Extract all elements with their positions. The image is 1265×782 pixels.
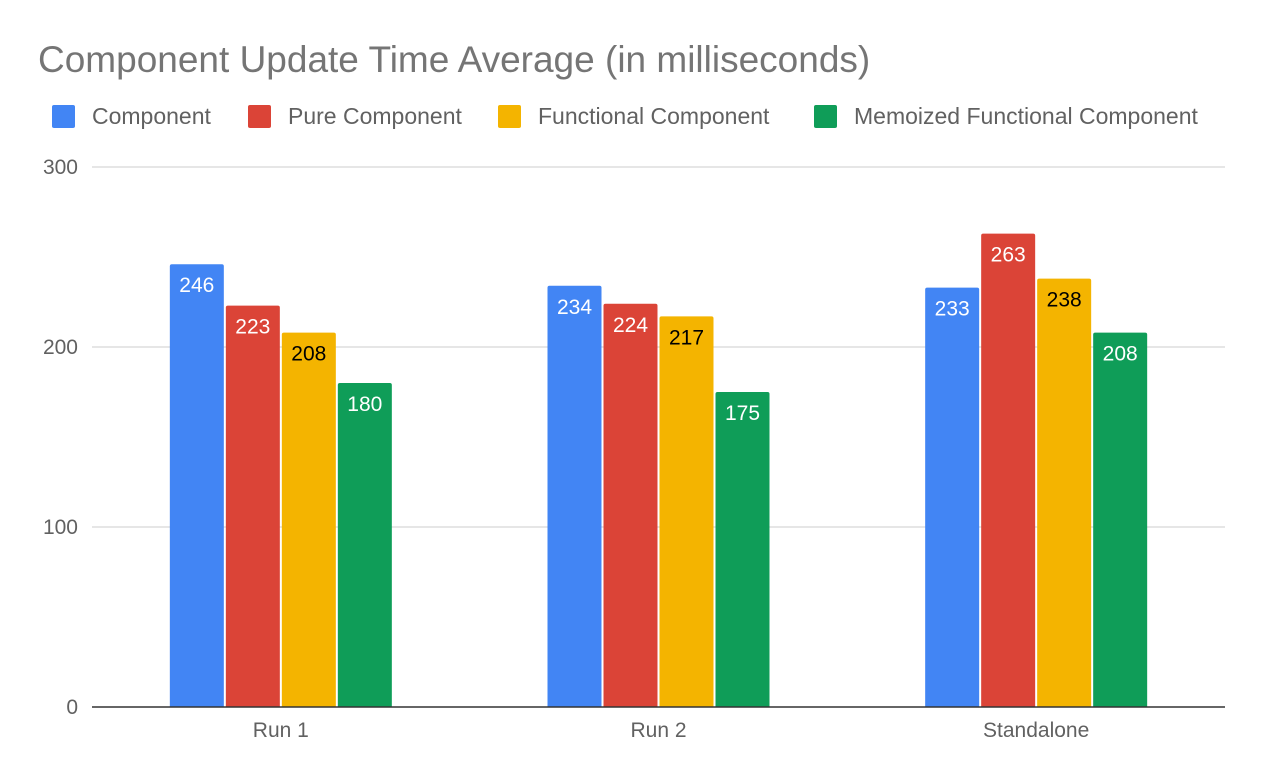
data-label: 233 [935, 298, 970, 321]
legend-label: Functional Component [538, 103, 770, 129]
data-label: 208 [291, 343, 326, 366]
data-label: 263 [991, 244, 1026, 267]
bar [925, 287, 980, 707]
bar [169, 264, 224, 707]
bar [715, 392, 770, 707]
bar [1037, 278, 1092, 707]
legend-item: Pure Component [248, 103, 462, 129]
data-label: 246 [179, 274, 214, 297]
x-tick-label: Standalone [983, 719, 1089, 742]
legend-item: Memoized Functional Component [814, 103, 1199, 129]
legend-swatch [52, 105, 75, 128]
data-label: 217 [669, 326, 704, 349]
y-tick-label: 200 [43, 336, 78, 359]
bar [603, 303, 658, 707]
bar [281, 332, 336, 707]
data-label: 208 [1103, 343, 1138, 366]
bar [1093, 332, 1148, 707]
data-label: 238 [1047, 289, 1082, 312]
y-axis: 0 100 200 300 [43, 156, 78, 719]
legend-swatch [498, 105, 521, 128]
legend-label: Pure Component [288, 103, 462, 129]
legend-swatch [248, 105, 271, 128]
legend-item: Functional Component [498, 103, 770, 129]
bar [981, 233, 1036, 707]
legend-swatch [814, 105, 837, 128]
bar [659, 316, 714, 707]
bars: 246 223 208 180 234 224 217 175 233 263 238 208 [169, 233, 1148, 707]
bar [547, 285, 602, 707]
legend-label: Memoized Functional Component [854, 103, 1199, 129]
data-label: 234 [557, 296, 592, 319]
y-tick-label: 0 [66, 696, 78, 719]
legend-item: Component [52, 103, 212, 129]
y-tick-label: 300 [43, 156, 78, 179]
x-tick-label: Run 1 [253, 719, 309, 742]
legend-label: Component [92, 103, 212, 129]
data-label: 175 [725, 402, 760, 425]
legend: Component Pure Component Functional Compon… [52, 103, 1199, 129]
bar [337, 383, 392, 707]
chart-title: Component Update Time Average (in millis… [38, 39, 870, 80]
x-axis: Run 1 Run 2 Standalone [92, 706, 1225, 742]
bar [225, 305, 280, 707]
gridlines [92, 166, 1225, 528]
data-label: 223 [235, 316, 270, 339]
data-label: 224 [613, 314, 648, 337]
data-label: 180 [347, 393, 382, 416]
y-tick-label: 100 [43, 516, 78, 539]
x-tick-label: Run 2 [630, 719, 686, 742]
